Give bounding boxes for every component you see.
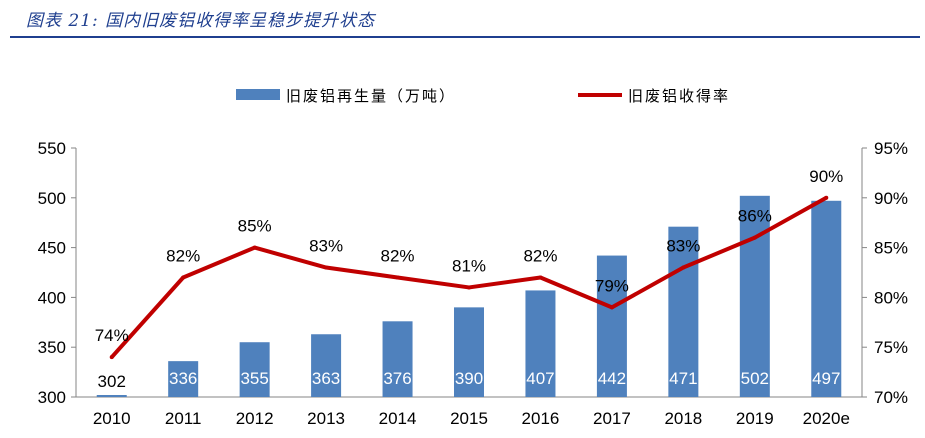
bar xyxy=(668,226,699,397)
bar xyxy=(239,342,270,397)
left-tick-label: 350 xyxy=(38,338,66,357)
left-tick-label: 550 xyxy=(38,139,66,158)
bar xyxy=(739,195,770,397)
bar xyxy=(454,307,484,397)
bar-value-label: 376 xyxy=(383,369,411,388)
title-divider xyxy=(10,36,920,38)
rate-label: 81% xyxy=(452,256,486,275)
bar-value-label: 442 xyxy=(598,369,626,388)
bar-value-label: 407 xyxy=(526,369,554,388)
left-tick-label: 500 xyxy=(38,189,66,208)
x-tick-label: 2010 xyxy=(93,409,131,428)
rate-label: 79% xyxy=(595,276,629,295)
bar-value-label: 363 xyxy=(312,369,340,388)
rate-label: 86% xyxy=(738,207,772,226)
x-tick-label: 2014 xyxy=(379,409,417,428)
right-tick-label: 70% xyxy=(874,388,908,407)
x-tick-label: 2016 xyxy=(522,409,560,428)
rate-point xyxy=(252,245,257,250)
rate-label: 83% xyxy=(309,237,343,256)
right-tick-label: 80% xyxy=(874,288,908,307)
chart-title: 图表 21: 国内旧废铝收得率呈稳步提升状态 xyxy=(26,11,376,31)
bar xyxy=(596,255,627,397)
rate-point xyxy=(538,275,543,280)
bar-value-label: 302 xyxy=(98,372,126,391)
right-tick-label: 75% xyxy=(874,338,908,357)
rate-label: 90% xyxy=(809,167,843,186)
right-tick-label: 90% xyxy=(874,189,908,208)
rate-point xyxy=(824,195,829,200)
rate-point xyxy=(681,265,686,270)
rate-point xyxy=(467,285,471,290)
bar-value-label: 390 xyxy=(455,369,483,388)
rate-point xyxy=(752,235,757,240)
bar-value-label: 471 xyxy=(669,369,697,388)
rate-point xyxy=(324,265,329,270)
bar xyxy=(525,290,556,397)
x-tick-label: 2017 xyxy=(593,409,631,428)
rate-label: 74% xyxy=(95,326,129,345)
bar-value-label: 336 xyxy=(169,369,197,388)
bar-value-label: 497 xyxy=(812,369,840,388)
bar-value-label: 355 xyxy=(240,369,268,388)
rate-point xyxy=(395,275,400,280)
x-tick-label: 2011 xyxy=(165,409,202,428)
rate-label: 83% xyxy=(666,237,700,256)
bar xyxy=(96,395,127,397)
rate-point xyxy=(181,275,186,280)
rate-label: 85% xyxy=(238,217,272,236)
rate-point xyxy=(109,355,114,360)
rate-point xyxy=(609,305,614,310)
left-tick-label: 400 xyxy=(38,288,66,307)
bar xyxy=(311,334,342,397)
x-tick-label: 2013 xyxy=(307,409,345,428)
bar xyxy=(168,361,199,397)
rate-label: 82% xyxy=(523,246,557,265)
legend-bar-swatch xyxy=(236,89,280,100)
right-tick-label: 95% xyxy=(874,139,908,158)
rate-label: 82% xyxy=(381,246,415,265)
rate-label: 82% xyxy=(166,246,200,265)
x-tick-label: 2020e xyxy=(803,409,850,428)
x-tick-label: 2019 xyxy=(736,409,774,428)
bar-value-label: 502 xyxy=(741,369,769,388)
left-tick-label: 300 xyxy=(38,388,66,407)
x-tick-label: 2018 xyxy=(664,409,702,428)
left-tick-label: 450 xyxy=(38,239,66,258)
legend-bar-label: 旧废铝再生量（万吨） xyxy=(286,88,456,105)
legend-line-label: 旧废铝收得率 xyxy=(628,88,730,105)
right-tick-label: 85% xyxy=(874,239,908,258)
x-tick-label: 2012 xyxy=(236,409,274,428)
bar xyxy=(382,321,413,397)
x-tick-label: 2015 xyxy=(450,409,488,428)
bar xyxy=(811,200,842,397)
